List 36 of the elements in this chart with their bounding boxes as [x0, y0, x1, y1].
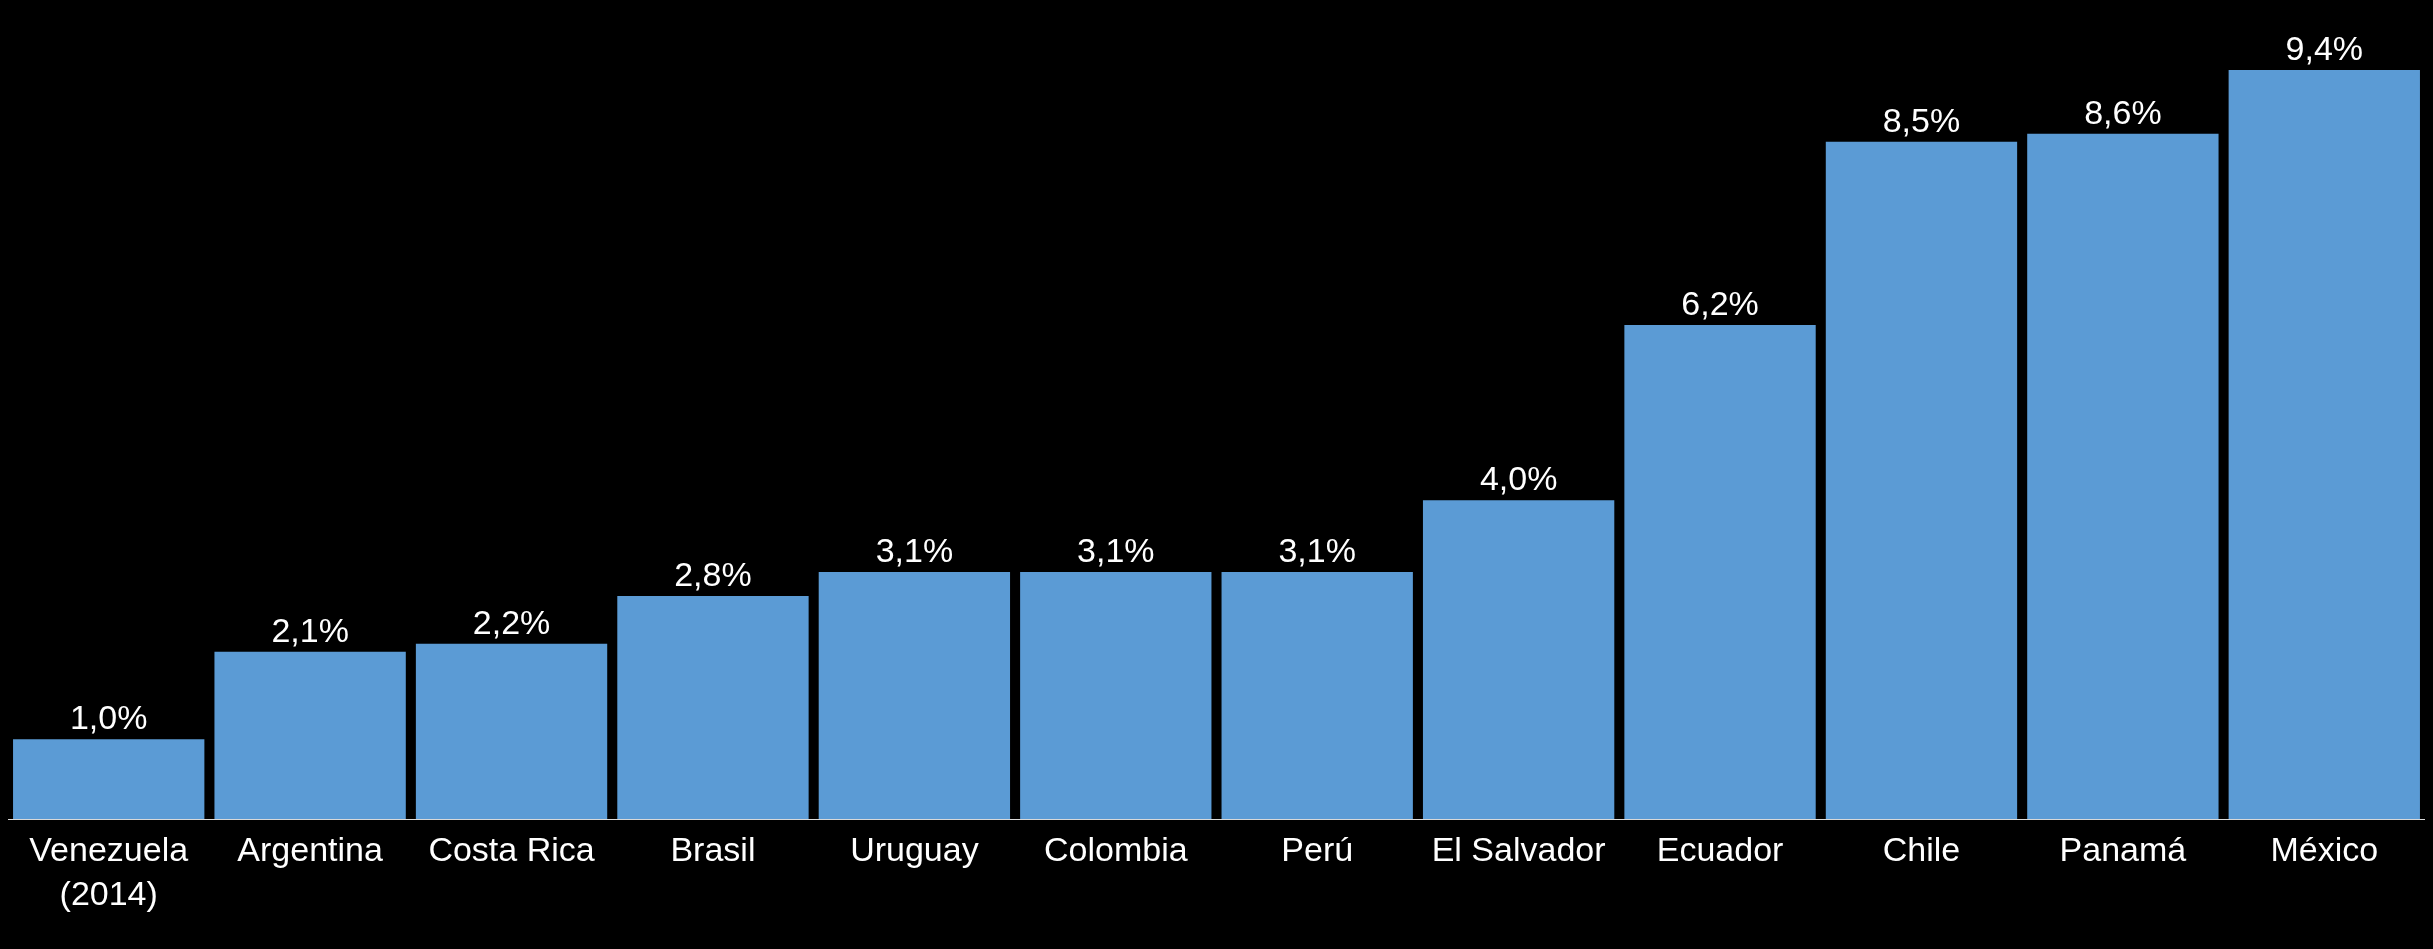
bar — [1624, 324, 1816, 819]
bar — [617, 595, 809, 819]
data-label: 2,1% — [271, 610, 349, 649]
x-tick-label: Argentina — [237, 829, 383, 868]
bar — [1825, 141, 2018, 819]
data-label: 2,2% — [472, 602, 551, 641]
bar — [818, 571, 1011, 819]
data-label: 3,1% — [875, 530, 954, 569]
data-label: 3,1% — [1278, 530, 1356, 569]
data-label: 8,6% — [2084, 92, 2162, 131]
bar — [2228, 70, 2420, 819]
bar — [1020, 571, 1212, 819]
data-label: 3,1% — [1077, 530, 1155, 569]
x-tick-label: Perú — [1281, 829, 1354, 868]
bar — [1422, 500, 1615, 819]
x-tick-label: El Salvador — [1431, 829, 1606, 868]
x-tick-label: Costa Rica — [428, 829, 595, 868]
x-tick-label: Uruguay — [850, 829, 979, 868]
x-tick-label: Chile — [1882, 829, 1961, 868]
data-label: 1,0% — [69, 698, 148, 737]
data-label: 8,5% — [1882, 100, 1961, 139]
x-tick-label: Colombia — [1043, 829, 1188, 868]
bar — [1221, 571, 1413, 819]
x-tick-label: Ecuador — [1656, 829, 1784, 868]
data-label: 9,4% — [2285, 29, 2364, 67]
bar — [214, 651, 406, 819]
bar — [415, 643, 608, 819]
data-label: 6,2% — [1681, 283, 1759, 322]
x-tick-label: Panamá — [2059, 829, 2187, 868]
x-tick-label: Venezuela (2014) — [29, 829, 189, 912]
bar — [2027, 133, 2219, 819]
bar — [13, 739, 205, 819]
data-label: 2,8% — [674, 554, 752, 593]
data-label: 4,0% — [1479, 459, 1558, 498]
x-tick-label: Brasil — [670, 829, 756, 868]
x-tick-label: México — [2270, 829, 2379, 868]
